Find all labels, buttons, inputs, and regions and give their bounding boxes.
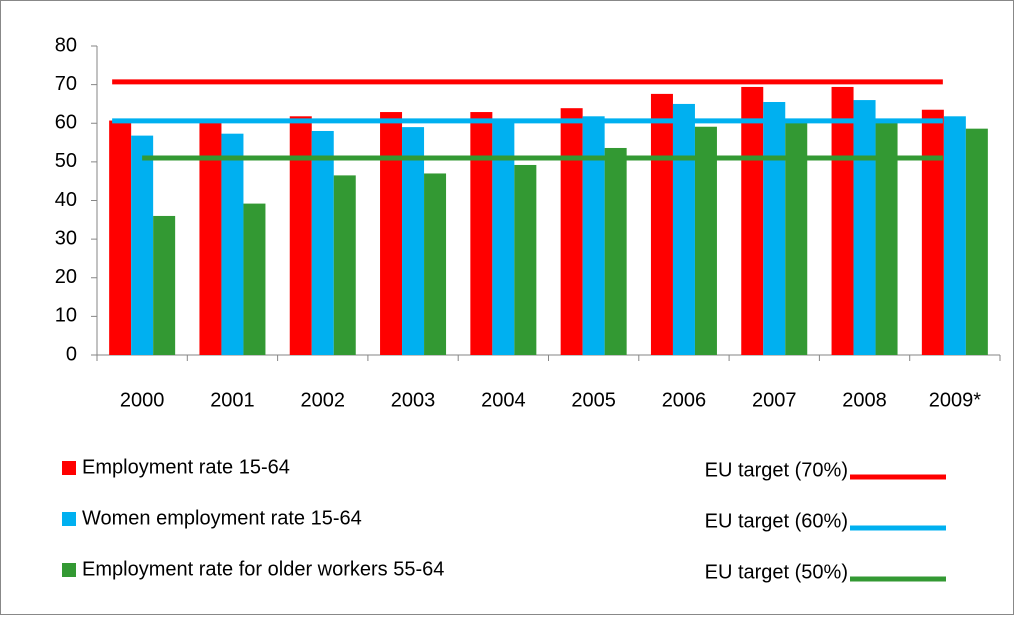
bar (763, 102, 786, 355)
bar (650, 93, 673, 356)
bar (380, 112, 403, 355)
bar (199, 119, 222, 355)
target-legend-label: EU target (50%) (705, 561, 848, 583)
legend-swatch (62, 563, 76, 577)
bar (694, 126, 717, 355)
bar (492, 119, 515, 355)
y-tick-label: 30 (55, 227, 77, 249)
bar (965, 128, 988, 355)
legend-label: Women employment rate 15-64 (82, 507, 362, 529)
bar (741, 86, 764, 355)
bar (243, 203, 266, 355)
y-tick-label: 10 (55, 305, 77, 327)
bar (333, 175, 356, 355)
bar (109, 120, 132, 355)
x-tick-label: 2002 (301, 389, 346, 411)
bar (470, 112, 493, 355)
legend-label: Employment rate 15-64 (82, 456, 290, 478)
bar (604, 147, 627, 355)
bar (311, 130, 334, 355)
legend-swatch (62, 461, 76, 475)
bar (153, 215, 176, 355)
x-tick-label: 2003 (391, 389, 436, 411)
bar (785, 121, 808, 355)
bar (514, 164, 537, 355)
x-tick-label: 2007 (752, 389, 797, 411)
legend-swatch (62, 512, 76, 526)
y-tick-label: 50 (55, 150, 77, 172)
x-tick-label: 2006 (662, 389, 707, 411)
y-tick-label: 40 (55, 189, 77, 211)
target-legend-label: EU target (70%) (705, 459, 848, 481)
x-tick-label: 2000 (120, 389, 165, 411)
y-tick-label: 80 (55, 34, 77, 56)
y-tick-label: 60 (55, 112, 77, 134)
y-tick-label: 20 (55, 266, 77, 288)
x-tick-label: 2004 (481, 389, 526, 411)
bar (921, 109, 944, 355)
bar (131, 135, 154, 355)
bar (831, 86, 854, 355)
bar (424, 173, 447, 355)
bar (943, 116, 966, 355)
bar (875, 121, 898, 355)
bar (560, 108, 583, 355)
target-legend-label: EU target (60%) (705, 510, 848, 532)
legend-label: Employment rate for older workers 55-64 (82, 558, 444, 580)
x-tick-label: 2001 (210, 389, 255, 411)
x-tick-label: 2008 (842, 389, 887, 411)
bar (289, 116, 312, 355)
bar (221, 133, 244, 355)
bar (672, 103, 695, 355)
bar (582, 116, 605, 355)
y-tick-label: 70 (55, 73, 77, 95)
x-tick-label: 2005 (571, 389, 616, 411)
bar (853, 100, 876, 355)
y-tick-label: 0 (66, 343, 77, 365)
bar (402, 127, 425, 355)
x-tick-label: 2009* (929, 389, 981, 411)
